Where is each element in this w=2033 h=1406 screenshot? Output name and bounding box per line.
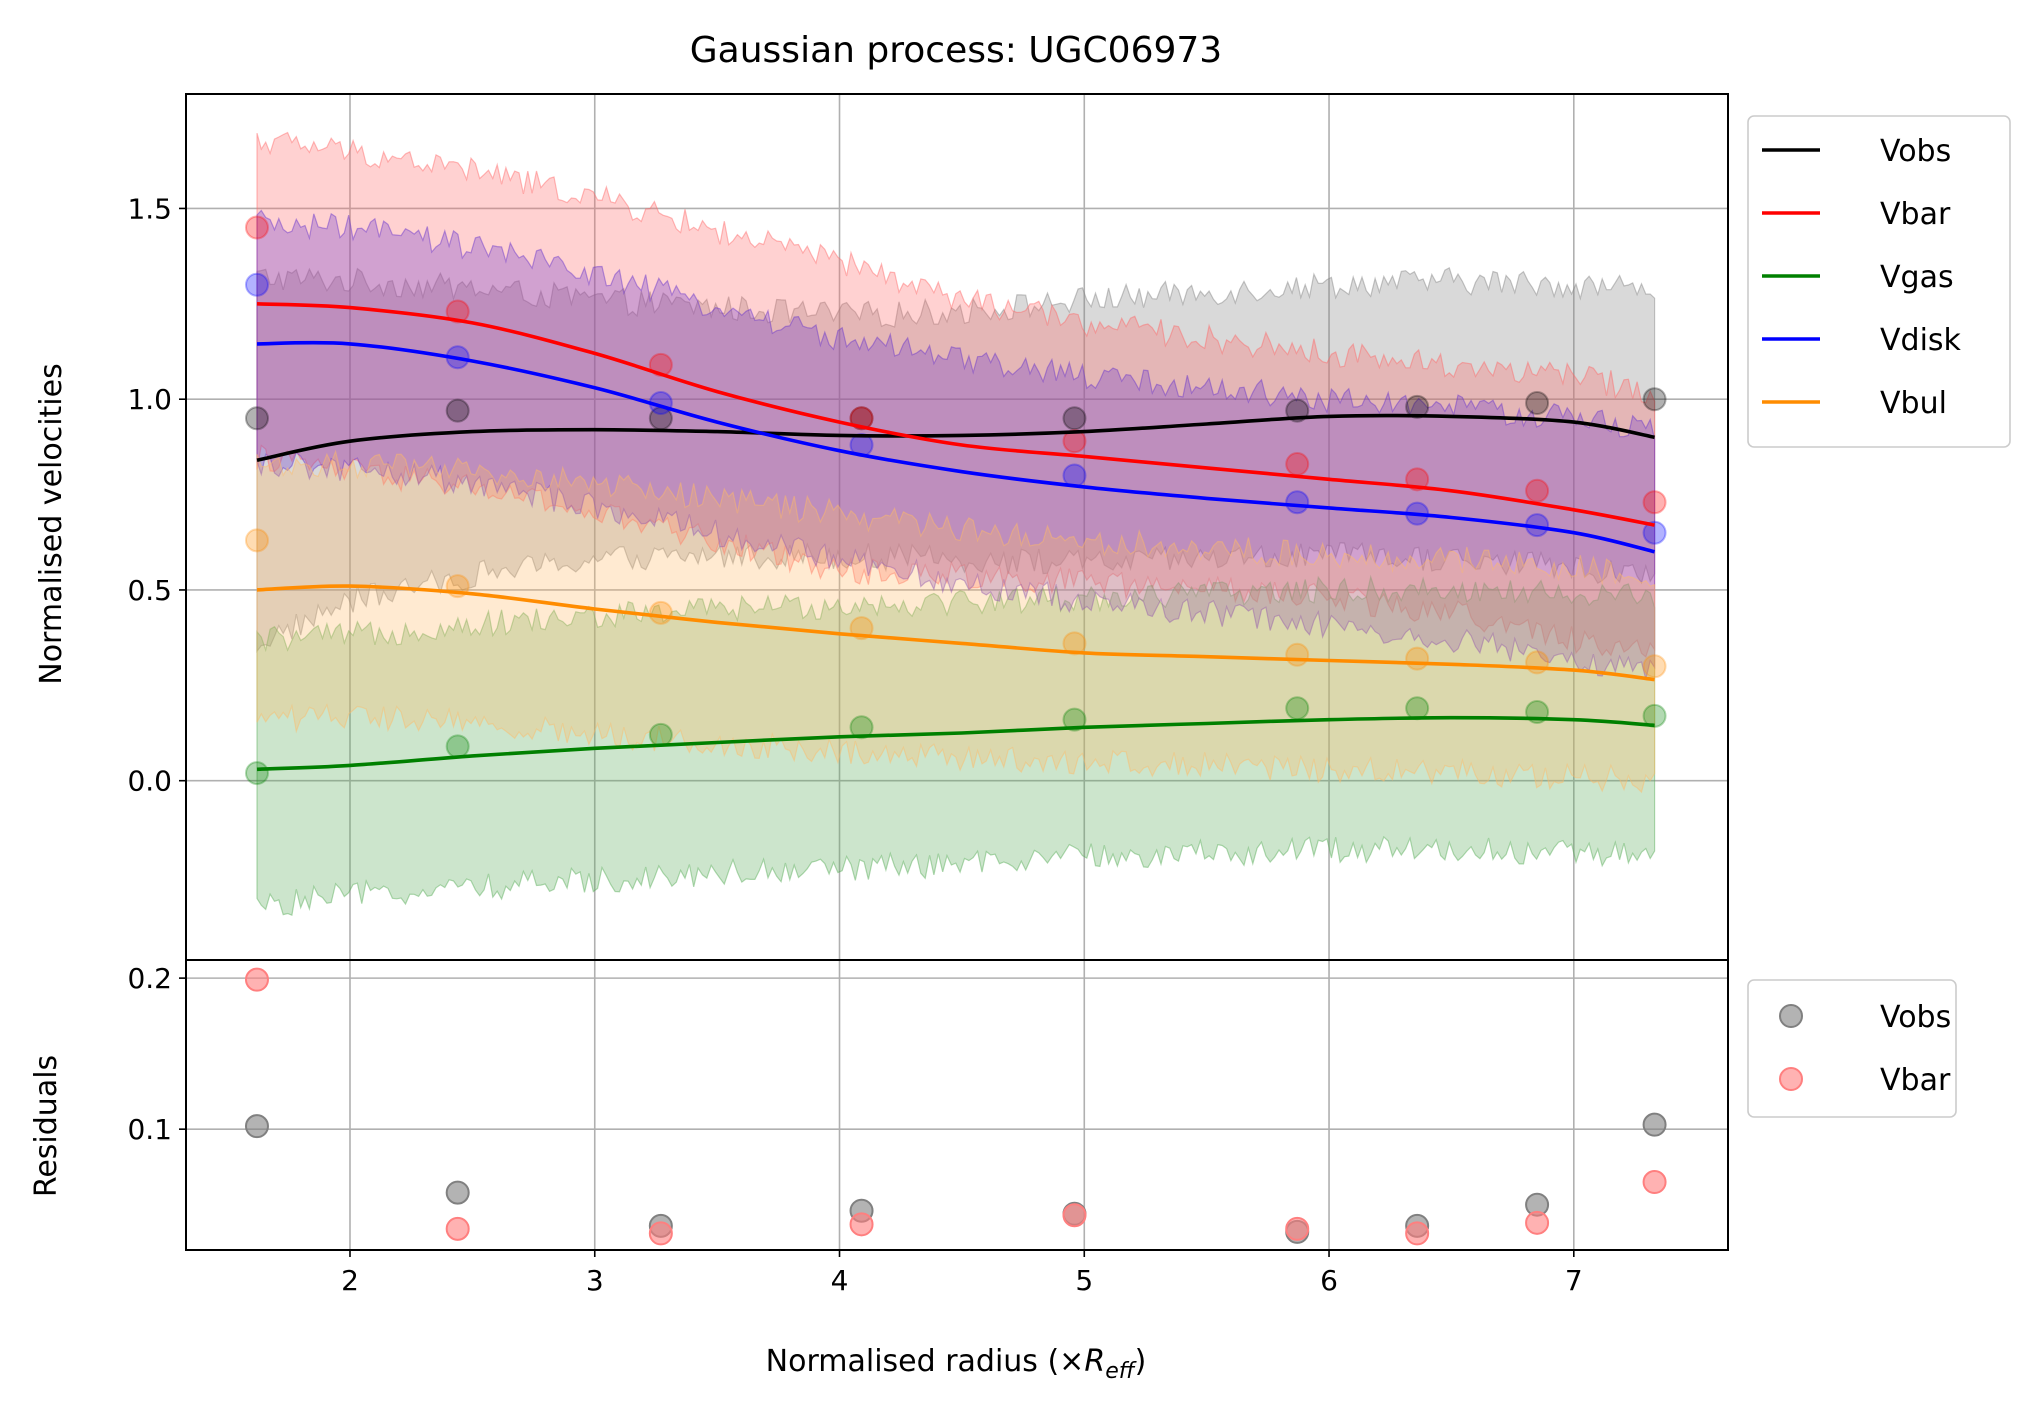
point-vbar — [1525, 478, 1550, 503]
point-vgas — [1062, 707, 1087, 732]
point-vgas — [1642, 703, 1667, 728]
main-y-tick-label: 0.5 — [127, 574, 172, 607]
residual-legend-marker-vbar — [1779, 1067, 1803, 1091]
point-vobs — [1525, 391, 1550, 416]
main-y-tick-label: 1.5 — [127, 192, 172, 225]
point-vbul — [244, 528, 269, 553]
point-vbul — [1525, 650, 1550, 675]
point-vbar — [849, 406, 874, 431]
curve-vbul — [256, 584, 1655, 682]
residual-y-axis-label: Residuals — [29, 1055, 64, 1197]
main-y-axis-label: Normalised velocities — [34, 363, 69, 684]
chart-title: Gaussian process: UGC06973 — [690, 30, 1222, 71]
band-vbar — [256, 131, 1656, 658]
curve-vbar — [256, 302, 1655, 527]
residual-point-vbar — [244, 967, 269, 992]
residual-point-vbar — [1062, 1203, 1087, 1228]
main-y-tick-label: 0.0 — [127, 765, 172, 798]
residual-point-vbar — [445, 1216, 470, 1241]
point-vbar — [445, 299, 470, 324]
point-vbul — [1062, 631, 1087, 656]
point-vbul — [1405, 646, 1430, 671]
residual-legend-label-vbar: Vbar — [1880, 1063, 1951, 1098]
main-y-tick-label: 1.0 — [127, 383, 172, 416]
residual-point-vbar — [849, 1212, 874, 1237]
main-legend: Vobs Vbar Vgas Vdisk Vbul — [1747, 115, 2011, 448]
point-vobs — [244, 406, 269, 431]
main-velocity-panel: 0.0 0.5 1.0 1.5 — [127, 93, 1729, 961]
x-tick-label: 6 — [1320, 1264, 1338, 1297]
point-vgas — [648, 722, 673, 747]
point-vbul — [648, 600, 673, 625]
point-vgas — [849, 715, 874, 740]
x-tick-label: 7 — [1565, 1264, 1583, 1297]
legend-label-vobs: Vobs — [1880, 134, 1951, 169]
resid-y-tick-label: 0.2 — [127, 962, 172, 995]
resid-y-tick-label: 0.1 — [127, 1113, 172, 1146]
point-vgas — [1405, 696, 1430, 721]
point-vbul — [1285, 642, 1310, 667]
x-tick-label: 5 — [1075, 1264, 1093, 1297]
residual-point-vobs — [445, 1180, 470, 1205]
point-vobs — [1642, 387, 1667, 412]
point-vbar — [1642, 490, 1667, 515]
residual-point-vbar — [1285, 1216, 1310, 1241]
residuals-legend: Vobs Vbar — [1747, 979, 1957, 1118]
residual-point-vbar — [1405, 1221, 1430, 1246]
point-vbar — [1062, 429, 1087, 454]
x-axis-label-sub: eff — [1105, 1359, 1137, 1384]
point-vobs — [1405, 394, 1430, 419]
x-axis-label: Normalised radius (×Reff) — [766, 1344, 1147, 1384]
x-axis-label-var: R — [1084, 1344, 1105, 1379]
residual-legend-marker-vobs — [1779, 1004, 1803, 1028]
curve-vgas — [256, 715, 1655, 772]
legend-label-vbul: Vbul — [1880, 386, 1947, 421]
residual-point-vobs — [244, 1114, 269, 1139]
legend-label-vgas: Vgas — [1880, 260, 1954, 295]
point-vgas — [1285, 696, 1310, 721]
x-axis-label-text: Normalised radius (× — [766, 1344, 1085, 1379]
point-vdisk — [244, 272, 269, 297]
band-vobs — [256, 267, 1656, 653]
point-vobs — [445, 398, 470, 423]
residual-point-vbar — [1525, 1210, 1550, 1235]
point-vbar — [1285, 452, 1310, 477]
point-vdisk — [1642, 520, 1667, 545]
residual-plot-frame — [185, 959, 1729, 1251]
point-vobs — [1062, 406, 1087, 431]
legend-label-vdisk: Vdisk — [1880, 323, 1962, 358]
band-vbul — [256, 449, 1656, 794]
point-vbar — [244, 215, 269, 240]
point-vgas — [244, 761, 269, 786]
residual-point-vbar — [1642, 1170, 1667, 1195]
x-tick-label: 2 — [341, 1264, 359, 1297]
point-vobs — [849, 406, 874, 431]
main-legend-box — [1747, 115, 2011, 448]
legend-label-vbar: Vbar — [1880, 197, 1951, 232]
curve-vobs — [256, 413, 1655, 462]
point-vdisk — [1285, 490, 1310, 515]
curve-vdisk — [256, 340, 1656, 554]
point-vbul — [1642, 654, 1667, 679]
residual-point-vobs — [1642, 1112, 1667, 1137]
point-vgas — [445, 734, 470, 759]
residuals-panel: 0.1 0.2 2 3 4 5 6 7 — [127, 959, 1729, 1297]
x-axis-label-close: ) — [1135, 1344, 1147, 1379]
residual-legend-label-vobs: Vobs — [1880, 1000, 1951, 1035]
residual-point-vbar — [648, 1221, 673, 1246]
x-tick-label: 3 — [586, 1264, 604, 1297]
x-tick-label: 4 — [831, 1264, 849, 1297]
